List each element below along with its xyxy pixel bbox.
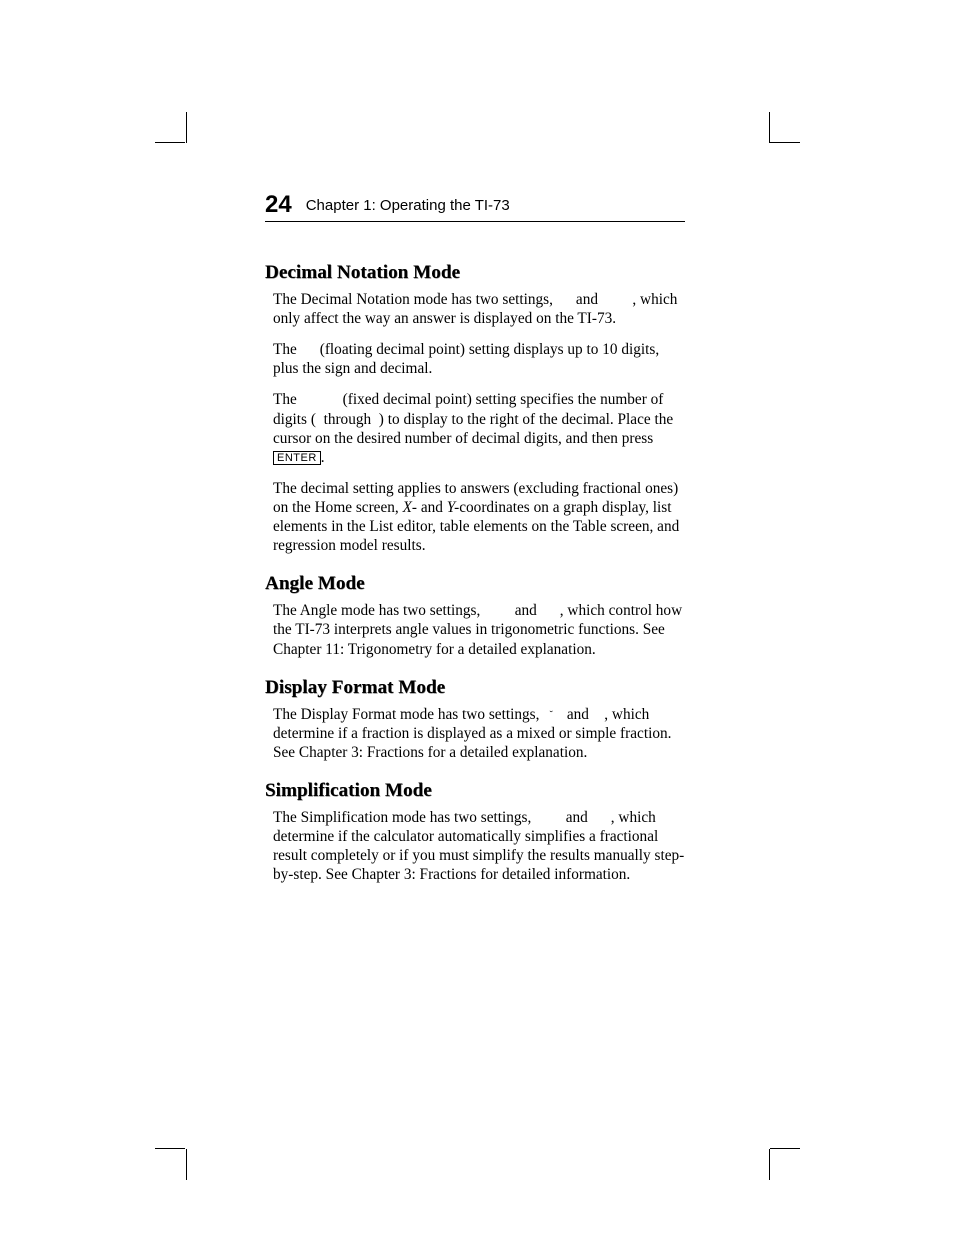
section-heading-angle-mode: Angle Mode [265, 573, 685, 595]
section-heading-decimal-notation: Decimal Notation Mode [265, 262, 685, 284]
crop-mark [155, 142, 185, 143]
page-root: 24 Chapter 1: Operating the TI-73 Decima… [0, 0, 954, 1235]
crop-mark [769, 112, 770, 143]
paragraph: The Decimal Notation mode has two settin… [273, 290, 685, 328]
page-number: 24 [265, 193, 292, 217]
enter-key-icon: ENTER [273, 451, 321, 466]
paragraph-text: . [321, 449, 325, 466]
running-head: 24 Chapter 1: Operating the TI-73 [265, 193, 685, 222]
crop-mark [770, 1148, 800, 1149]
crop-mark [186, 112, 187, 143]
content-column: 24 Chapter 1: Operating the TI-73 Decima… [265, 193, 685, 898]
section-body: The Angle mode has two settings, and , w… [273, 601, 685, 658]
section-heading-display-format: Display Format Mode [265, 677, 685, 699]
paragraph: The Angle mode has two settings, and , w… [273, 601, 685, 658]
paragraph: The Display Format mode has two settings… [273, 705, 685, 762]
section-body: The Decimal Notation mode has two settin… [273, 290, 685, 555]
crop-mark [186, 1149, 187, 1180]
paragraph: The (floating decimal point) setting dis… [273, 340, 685, 378]
section-body: The Display Format mode has two settings… [273, 705, 685, 762]
paragraph: The (fixed decimal point) setting specif… [273, 390, 685, 466]
crop-mark [769, 1149, 770, 1180]
section-heading-simplification: Simplification Mode [265, 780, 685, 802]
section-body: The Simplification mode has two settings… [273, 808, 685, 884]
paragraph: The Simplification mode has two settings… [273, 808, 685, 884]
paragraph-text: The (fixed decimal point) setting specif… [273, 391, 673, 446]
running-title: Chapter 1: Operating the TI-73 [306, 197, 510, 217]
crop-mark [770, 142, 800, 143]
paragraph: The decimal setting applies to answers (… [273, 479, 685, 555]
crop-mark [155, 1148, 185, 1149]
